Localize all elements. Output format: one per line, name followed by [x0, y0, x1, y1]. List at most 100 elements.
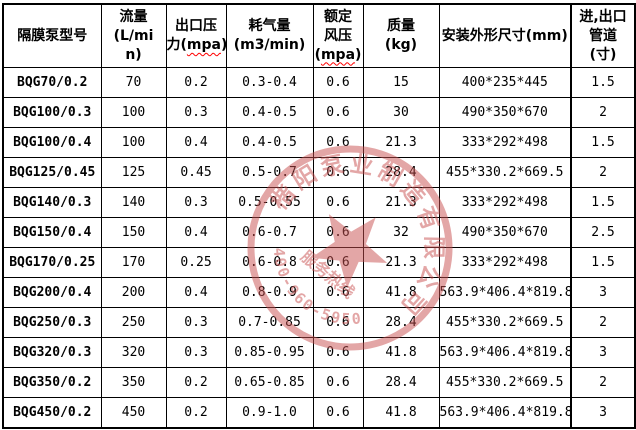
cell-air-consumption: 0.9-1.0 — [225, 397, 314, 429]
cell-mass: 28.4 — [362, 157, 440, 188]
cell-flow: 250 — [100, 307, 167, 338]
cell-flow: 125 — [100, 157, 167, 188]
cell-air-consumption: 0.6-0.8 — [225, 247, 314, 278]
cell-rated-air-pressure: 0.6 — [312, 127, 364, 158]
cell-mass: 41.8 — [362, 397, 440, 429]
cell-air-consumption: 0.4-0.5 — [225, 127, 314, 158]
cell-rated-air-pressure: 0.6 — [312, 247, 364, 278]
cell-flow: 140 — [100, 187, 167, 218]
cell-pipe-size: 3 — [570, 337, 636, 368]
cell-pipe-size: 2 — [570, 157, 636, 188]
cell-dimensions: 455*330.2*669.5 — [438, 307, 572, 338]
cell-rated-air-pressure: 0.6 — [312, 97, 364, 128]
cell-mass: 21.3 — [362, 127, 440, 158]
table-row: BQG250/0.3 250 0.3 0.7-0.85 0.6 28.4 455*330.2… — [2, 307, 636, 338]
cell-outlet-pressure: 0.25 — [165, 247, 227, 278]
cell-outlet-pressure: 0.2 — [165, 397, 227, 429]
header-rated-air-pressure: 额定 风压 (mpa) — [312, 3, 364, 68]
cell-outlet-pressure: 0.3 — [165, 337, 227, 368]
cell-flow: 100 — [100, 97, 167, 128]
cell-air-consumption: 0.85-0.95 — [225, 337, 314, 368]
cell-pipe-size: 3 — [570, 397, 636, 429]
cell-model: BQG140/0.3 — [2, 187, 102, 218]
header-flow: 流量 (L/mi n) — [100, 3, 167, 68]
cell-mass: 30 — [362, 97, 440, 128]
cell-flow: 70 — [100, 67, 167, 98]
cell-rated-air-pressure: 0.6 — [312, 367, 364, 398]
cell-rated-air-pressure: 0.6 — [312, 307, 364, 338]
header-outlet-pressure: 出口压 力(mpa) — [165, 3, 227, 68]
cell-model: BQG350/0.2 — [2, 367, 102, 398]
cell-rated-air-pressure: 0.6 — [312, 397, 364, 429]
cell-dimensions: 333*292*498 — [438, 247, 572, 278]
header-air-consumption: 耗气量 (m3/min) — [225, 3, 314, 68]
table-header-row: 隔膜泵型号 流量 (L/mi n) 出口压 力(mpa) 耗气量 (m3/min) 额定 风压 (m… — [2, 3, 636, 68]
cell-model: BQG250/0.3 — [2, 307, 102, 338]
cell-dimensions: 490*350*670 — [438, 97, 572, 128]
header-pipe-size: 进,出口 管道 (寸) — [570, 3, 636, 68]
cell-flow: 100 — [100, 127, 167, 158]
cell-rated-air-pressure: 0.6 — [312, 277, 364, 308]
header-model: 隔膜泵型号 — [2, 3, 102, 68]
cell-rated-air-pressure: 0.6 — [312, 67, 364, 98]
cell-model: BQG150/0.4 — [2, 217, 102, 248]
header-mass: 质量 (kg) — [362, 3, 440, 68]
cell-dimensions: 563.9*406.4*819.8 — [438, 277, 573, 308]
table-row: BQG125/0.45 125 0.45 0.5-0.7 0.6 28.4 455*330.… — [2, 157, 636, 188]
cell-flow: 170 — [100, 247, 167, 278]
table-row: BQG450/0.2 450 0.2 0.9-1.0 0.6 41.8 563.9*406.… — [2, 397, 636, 429]
cell-model: BQG100/0.3 — [2, 97, 102, 128]
cell-model: BQG100/0.4 — [2, 127, 102, 158]
cell-model: BQG450/0.2 — [2, 397, 102, 429]
cell-pipe-size: 3 — [570, 277, 636, 308]
cell-pipe-size: 1.5 — [570, 247, 636, 278]
table-row: BQG350/0.2 350 0.2 0.65-0.85 0.6 28.4 455*330.… — [2, 367, 636, 398]
misspelling-underline: mpa — [320, 46, 356, 63]
cell-mass: 28.4 — [362, 367, 440, 398]
cell-air-consumption: 0.6-0.7 — [225, 217, 314, 248]
cell-outlet-pressure: 0.4 — [165, 217, 227, 248]
cell-pipe-size: 2.5 — [570, 217, 636, 248]
cell-outlet-pressure: 0.4 — [165, 127, 227, 158]
cell-air-consumption: 0.65-0.85 — [225, 367, 314, 398]
cell-outlet-pressure: 0.3 — [165, 187, 227, 218]
cell-model: BQG70/0.2 — [2, 67, 102, 98]
cell-pipe-size: 2 — [570, 307, 636, 338]
cell-mass: 15 — [362, 67, 440, 98]
cell-rated-air-pressure: 0.6 — [312, 337, 364, 368]
cell-dimensions: 333*292*498 — [438, 127, 572, 158]
cell-rated-air-pressure: 0.6 — [312, 187, 364, 218]
cell-air-consumption: 0.7-0.85 — [225, 307, 314, 338]
cell-air-consumption: 0.3-0.4 — [225, 67, 314, 98]
cell-pipe-size: 1.5 — [570, 67, 636, 98]
cell-dimensions: 563.9*406.4*819.8 — [438, 337, 573, 368]
cell-air-consumption: 0.5-0.55 — [225, 187, 314, 218]
cell-outlet-pressure: 0.2 — [165, 67, 227, 98]
cell-air-consumption: 0.8-0.9 — [225, 277, 314, 308]
cell-outlet-pressure: 0.2 — [165, 367, 227, 398]
cell-flow: 320 — [100, 337, 167, 368]
cell-air-consumption: 0.5-0.7 — [225, 157, 314, 188]
cell-flow: 200 — [100, 277, 167, 308]
cell-dimensions: 455*330.2*669.5 — [438, 367, 572, 398]
table-row: BQG150/0.4 150 0.4 0.6-0.7 0.6 32 490*350*670 2… — [2, 217, 636, 248]
cell-air-consumption: 0.4-0.5 — [225, 97, 314, 128]
cell-dimensions: 563.9*406.4*819.8 — [438, 397, 573, 429]
cell-dimensions: 400*235*445 — [438, 67, 572, 98]
cell-mass: 41.8 — [362, 337, 440, 368]
table-row: BQG70/0.2 70 0.2 0.3-0.4 0.6 15 400*235*445 1.5 — [2, 67, 636, 98]
cell-pipe-size: 1.5 — [570, 127, 636, 158]
cell-flow: 150 — [100, 217, 167, 248]
cell-outlet-pressure: 0.3 — [165, 97, 227, 128]
table-row: BQG100/0.3 100 0.3 0.4-0.5 0.6 30 490*350*670 2 — [2, 97, 636, 128]
cell-outlet-pressure: 0.4 — [165, 277, 227, 308]
cell-model: BQG200/0.4 — [2, 277, 102, 308]
cell-dimensions: 455*330.2*669.5 — [438, 157, 572, 188]
cell-dimensions: 333*292*498 — [438, 187, 572, 218]
cell-pipe-size: 1.5 — [570, 187, 636, 218]
cell-mass: 28.4 — [362, 307, 440, 338]
table-row: BQG200/0.4 200 0.4 0.8-0.9 0.6 41.8 563.9*406.… — [2, 277, 636, 308]
cell-model: BQG320/0.3 — [2, 337, 102, 368]
